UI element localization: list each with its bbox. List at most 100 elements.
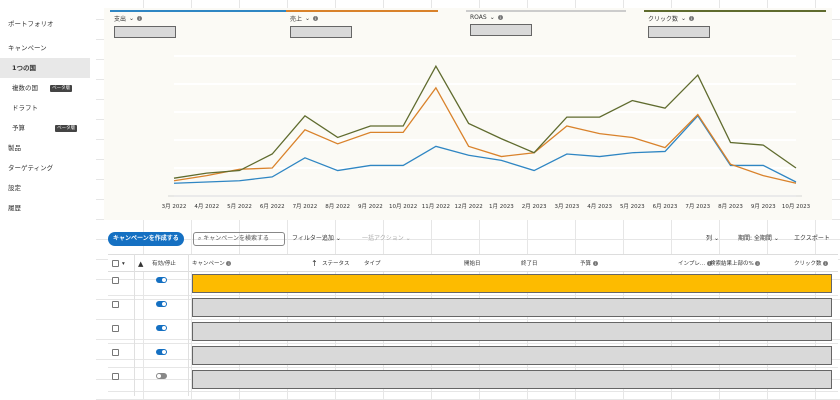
series-line-0 <box>173 114 797 184</box>
table-body <box>108 272 838 392</box>
table-row[interactable] <box>108 272 838 296</box>
col-start-date[interactable]: 開始日 <box>464 261 481 267</box>
chevron-down-icon[interactable]: ⌄ <box>681 15 687 22</box>
col-type[interactable]: タイプ <box>364 261 381 267</box>
active-toggle[interactable] <box>156 325 167 331</box>
sidebar: ポートフォリオ キャンペーン 1つの国 複数の国 ベータ版 ドラフト 予算 ベー… <box>0 0 96 400</box>
col-impressions-label: インプレ... <box>678 261 706 267</box>
col-campaign[interactable]: キャンペーン i <box>192 255 232 273</box>
active-toggle[interactable] <box>156 349 167 355</box>
sidebar-item-multi-country[interactable]: 複数の国 ベータ版 <box>0 78 96 98</box>
add-filter-label: フィルター追加 <box>292 235 334 242</box>
columns-label: 列 <box>706 235 713 242</box>
x-tick-label: 12月 2022 <box>455 203 483 210</box>
col-impressions[interactable]: インプレ... i <box>678 255 712 273</box>
table-row[interactable] <box>108 320 838 344</box>
chevron-down-icon[interactable]: ⌄ <box>129 15 135 22</box>
warning-icon: ▲ <box>138 260 144 268</box>
table-header: ▾ ▲ 有効/停止 キャンペーン i ↑ ステータス タイプ 開始日 終了日 予… <box>108 254 838 272</box>
export-button[interactable]: エクスポート <box>794 235 830 242</box>
info-icon: i <box>592 261 598 266</box>
chevron-down-icon[interactable]: ⌄ <box>489 14 495 21</box>
info-icon: i <box>755 261 761 266</box>
x-tick-label: 5月 2022 <box>227 203 252 210</box>
row-checkbox[interactable] <box>112 373 119 380</box>
sidebar-item-label: 予算 <box>12 124 25 132</box>
active-toggle[interactable] <box>156 301 167 307</box>
campaign-search-input[interactable]: ⌕ キャンペーンを検索する <box>193 232 285 246</box>
chart-panel: 支出 ⌄ i 売上 ⌄ i ROAS ⌄ i クリック数 <box>104 8 832 220</box>
x-tick-label: 3月 2023 <box>554 203 579 210</box>
chevron-down-icon: ⌄ <box>713 235 719 242</box>
active-toggle[interactable] <box>156 373 167 379</box>
column-divider <box>188 254 189 396</box>
metric-spend[interactable]: 支出 ⌄ i <box>110 10 286 40</box>
select-all-checkbox[interactable] <box>112 260 119 267</box>
chevron-down-icon[interactable]: ⌄ <box>305 15 311 22</box>
search-placeholder: キャンペーンを検索する <box>203 235 269 242</box>
metric-sales[interactable]: 売上 ⌄ i <box>286 10 438 40</box>
x-tick-label: 10月 2023 <box>782 203 811 210</box>
col-top-of-search[interactable]: 検索結果上部の% i <box>710 255 761 273</box>
metric-value-redacted <box>648 26 710 38</box>
add-filter-button[interactable]: フィルター追加 ⌄ <box>292 232 341 246</box>
col-clicks[interactable]: クリック数 i <box>794 255 829 273</box>
sidebar-item-history[interactable]: 履歴 <box>8 204 21 212</box>
period-button[interactable]: 期間: 全期間 ⌄ <box>738 232 779 246</box>
sidebar-item-targeting[interactable]: ターゲティング <box>8 164 54 172</box>
x-tick-label: 4月 2023 <box>587 203 612 210</box>
x-tick-label: 6月 2022 <box>260 203 285 210</box>
row-content-redacted <box>192 322 832 341</box>
col-active[interactable]: 有効/停止 <box>152 261 176 267</box>
sidebar-item-products[interactable]: 製品 <box>8 144 21 152</box>
metric-value-redacted <box>114 26 176 38</box>
row-checkbox[interactable] <box>112 349 119 356</box>
metric-label: 支出 <box>114 16 127 23</box>
row-content-redacted <box>192 274 832 293</box>
col-campaign-label: キャンペーン <box>192 261 225 267</box>
row-checkbox[interactable] <box>112 325 119 332</box>
row-checkbox[interactable] <box>112 301 119 308</box>
sidebar-item-label: 1つの国 <box>12 64 37 72</box>
info-icon: i <box>823 261 829 266</box>
x-tick-label: 7月 2022 <box>293 203 318 210</box>
row-checkbox[interactable] <box>112 277 119 284</box>
period-label: 期間: 全期間 <box>738 235 772 242</box>
active-toggle[interactable] <box>156 277 167 283</box>
row-content-redacted <box>192 298 832 317</box>
create-campaign-button[interactable]: キャンペーンを作成する <box>108 232 184 246</box>
sidebar-item-label: ドラフト <box>12 104 38 112</box>
table-row[interactable] <box>108 368 838 392</box>
campaign-table: ▾ ▲ 有効/停止 キャンペーン i ↑ ステータス タイプ 開始日 終了日 予… <box>108 254 838 396</box>
metric-clicks[interactable]: クリック数 ⌄ i <box>644 10 826 40</box>
x-tick-label: 7月 2023 <box>685 203 710 210</box>
sidebar-item-settings[interactable]: 設定 <box>8 184 21 192</box>
info-icon: i <box>313 16 319 21</box>
col-end-date[interactable]: 終了日 <box>521 261 538 267</box>
metric-label: クリック数 <box>648 16 679 23</box>
sidebar-item-campaigns[interactable]: キャンペーン <box>8 44 47 52</box>
chevron-down-icon[interactable]: ▾ <box>122 261 125 267</box>
metric-roas[interactable]: ROAS ⌄ i <box>466 10 626 40</box>
x-tick-label: 11月 2022 <box>422 203 450 210</box>
row-content-redacted <box>192 346 832 365</box>
sidebar-item-portfolio[interactable]: ポートフォリオ <box>8 20 54 28</box>
info-icon: i <box>689 16 695 21</box>
info-icon: i <box>706 261 712 266</box>
sidebar-item-drafts[interactable]: ドラフト <box>0 98 96 118</box>
bulk-actions-button[interactable]: 一括アクション ⌄ <box>362 232 411 246</box>
x-tick-label: 10月 2022 <box>389 203 417 210</box>
x-tick-label: 9月 2022 <box>358 203 383 210</box>
table-row[interactable] <box>108 344 838 368</box>
sidebar-item-single-country[interactable]: 1つの国 <box>0 58 90 78</box>
line-chart: 3月 2022 4月 2022 5月 2022 6月 2022 7月 2022 8月 20… <box>162 55 811 210</box>
col-status[interactable]: ステータス <box>322 261 350 267</box>
sort-arrow-up-icon[interactable]: ↑ <box>311 259 318 268</box>
sidebar-item-budget[interactable]: 予算 ベータ版 <box>0 118 96 138</box>
metric-value-redacted <box>470 24 532 36</box>
table-row[interactable] <box>108 296 838 320</box>
columns-button[interactable]: 列 ⌄ <box>706 232 719 246</box>
beta-badge: ベータ版 <box>55 124 78 132</box>
x-tick-label: 2月 2023 <box>522 203 547 210</box>
col-budget[interactable]: 予算 i <box>580 255 598 273</box>
